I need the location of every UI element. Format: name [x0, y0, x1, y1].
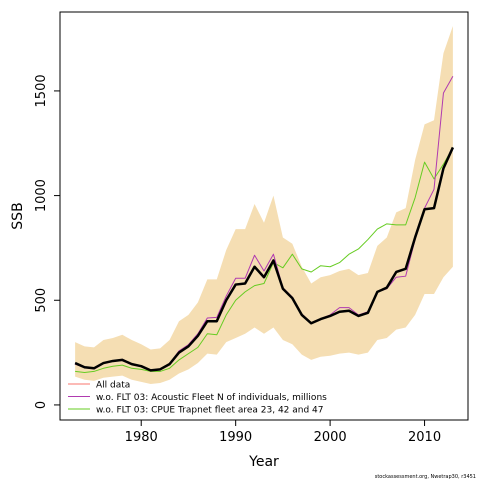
plot-frame: [59, 11, 469, 421]
x-tick-label: 2010: [408, 430, 441, 445]
x-tick-label: 1980: [125, 430, 158, 445]
series-line: [74, 146, 455, 372]
y-tick-label: 1000: [34, 179, 49, 212]
x-tick-label: 2000: [314, 430, 347, 445]
footer: stockassessment.org, Nwetrap30, r3451: [375, 474, 476, 480]
y-axis-label: SSB: [10, 202, 26, 229]
series-line: [75, 147, 454, 373]
legend-label: All data: [96, 381, 130, 391]
x-axis-label: Year: [248, 454, 279, 470]
legend-label: w.o. FLT 03: Acoustic Fleet N of individ…: [96, 393, 327, 403]
y-tick-label: 0: [34, 401, 49, 409]
confidence-band: [75, 26, 453, 384]
y-tick-label: 1500: [34, 74, 49, 107]
legend-label: w.o. FLT 03: CPUE Trapnet fleet area 23,…: [96, 406, 324, 416]
x-tick-label: 1990: [219, 430, 252, 445]
y-tick-label: 500: [34, 288, 49, 313]
